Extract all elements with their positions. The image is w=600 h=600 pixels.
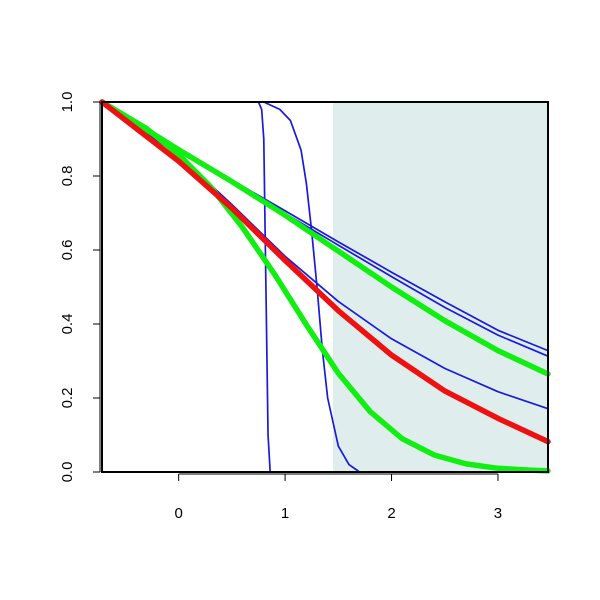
series-line-4 [101,101,549,473]
y-tick-label: 0.2 [59,388,76,409]
series-line-5 [101,101,549,473]
y-tick-label: 0.4 [59,314,76,335]
y-tick-label: 0.0 [59,462,76,483]
series-line-7 [99,99,551,474]
y-tick-label: 1.0 [59,92,76,113]
x-tick-label: 2 [387,505,395,522]
y-tick-label: 0.6 [59,240,76,261]
series-line-8 [99,99,551,445]
x-tick-label: 1 [281,505,289,522]
y-tick-label: 0.8 [59,166,76,187]
x-axis: 0 1 2 3 [174,473,502,522]
series-layer [99,99,551,474]
x-tick-label: 0 [174,505,182,522]
series-line-6 [99,99,551,377]
plot-frame [101,101,549,473]
shaded-region [332,102,548,472]
y-axis: 0.0 0.2 0.4 0.6 0.8 1.0 [59,92,101,483]
x-tick-label: 3 [494,505,502,522]
